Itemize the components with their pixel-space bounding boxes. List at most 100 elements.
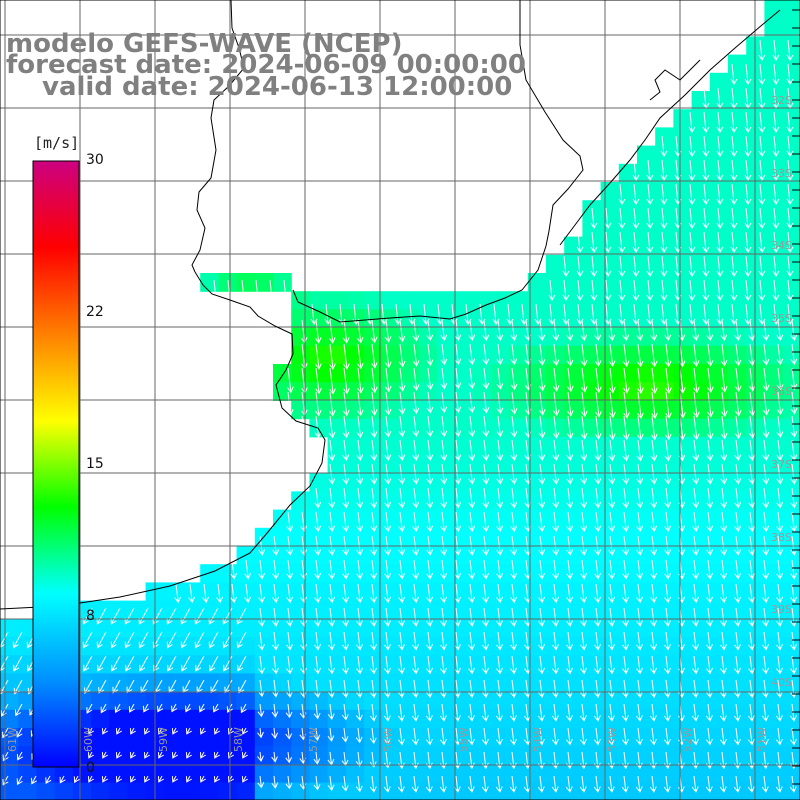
field-cell (236, 764, 256, 784)
field-cell (618, 182, 638, 201)
field-cell (436, 509, 456, 529)
wind-arrow (440, 415, 448, 438)
field-cell (691, 473, 711, 492)
field-cell (764, 182, 784, 201)
wind-arrow (566, 511, 574, 533)
field-cell (200, 709, 219, 729)
field-cell (491, 582, 511, 602)
field-cell (436, 655, 456, 674)
wind-arrow (174, 583, 182, 604)
wind-arrow (398, 511, 406, 533)
wind-arrow (342, 535, 350, 556)
wind-arrow (580, 559, 588, 580)
field-cell (618, 236, 638, 256)
field-cell (655, 236, 674, 256)
wind-arrow (566, 487, 574, 509)
field-cell (673, 145, 693, 165)
wind-arrow (194, 631, 205, 649)
wind-arrow (636, 415, 644, 441)
field-cell (455, 509, 474, 529)
field-cell (655, 309, 674, 329)
field-cell (382, 582, 401, 602)
wind-arrow (314, 535, 322, 556)
field-cell (291, 673, 310, 693)
field-cell (728, 527, 747, 547)
wind-arrow (706, 535, 714, 556)
wind-arrow (786, 39, 794, 61)
field-cell (691, 182, 711, 201)
wind-arrow (790, 535, 798, 556)
wind-arrow (412, 367, 420, 391)
wind-arrow (576, 279, 584, 301)
field-cell (728, 254, 747, 274)
field-cell (709, 200, 729, 219)
wind-arrow (181, 655, 191, 672)
field-cell (436, 546, 456, 565)
wind-arrow (468, 463, 476, 485)
wind-arrow (328, 607, 335, 627)
wind-arrow (383, 727, 391, 745)
field-cell (109, 637, 128, 656)
field-cell (455, 400, 474, 420)
wind-arrow (660, 159, 668, 181)
field-cell (455, 728, 474, 747)
wind-arrow (650, 583, 658, 604)
wind-arrow (636, 727, 643, 746)
field-cell (436, 782, 456, 800)
wind-arrow (790, 631, 797, 651)
field-cell (436, 364, 456, 383)
field-cell (782, 0, 800, 19)
field-cell (746, 145, 765, 165)
field-cell (491, 491, 511, 511)
wind-arrow (702, 255, 710, 277)
wind-direction-arrows (0, 39, 798, 793)
field-cell (309, 782, 329, 800)
field-cell (36, 764, 56, 784)
field-cell (782, 327, 800, 347)
field-cell (364, 436, 383, 456)
wind-arrow (139, 655, 149, 672)
field-cell (527, 600, 547, 620)
wind-arrow (762, 487, 770, 509)
wind-arrow (548, 303, 556, 325)
wind-arrow (257, 775, 265, 789)
wind-arrow (384, 679, 391, 698)
wind-arrow (314, 631, 321, 651)
field-cell (728, 291, 747, 310)
wind-arrow (590, 207, 598, 229)
wind-arrow (758, 39, 766, 61)
wind-arrow (580, 583, 588, 604)
field-cell (273, 782, 292, 800)
field-cell (673, 582, 693, 602)
field-cell (364, 691, 383, 711)
wind-arrow (622, 679, 629, 698)
field-cell (18, 764, 37, 784)
field-cell (0, 691, 19, 711)
field-cell (382, 564, 401, 583)
wind-arrow (468, 655, 475, 675)
field-cell (109, 618, 128, 638)
wind-arrow (426, 439, 434, 461)
wind-arrow (748, 727, 755, 746)
field-cell (382, 782, 401, 800)
field-cell (254, 618, 274, 638)
wind-arrow (157, 703, 164, 713)
wind-arrow (357, 343, 364, 370)
wind-arrow (744, 135, 752, 157)
field-cell (382, 691, 401, 711)
field-cell (527, 473, 547, 492)
field-cell (509, 400, 529, 420)
wind-arrow (384, 511, 392, 533)
wind-arrow (111, 655, 121, 672)
wind-arrow (440, 703, 447, 722)
field-cell (327, 473, 347, 492)
wind-arrow (730, 303, 738, 325)
field-cell (527, 637, 547, 656)
field-cell (127, 782, 147, 800)
field-cell (600, 254, 620, 274)
field-cell (182, 673, 201, 693)
wind-arrow (426, 367, 434, 391)
field-cell (582, 509, 602, 529)
wind-arrow (688, 303, 696, 325)
